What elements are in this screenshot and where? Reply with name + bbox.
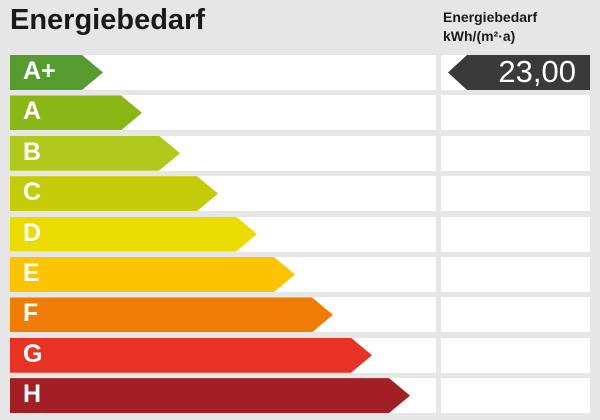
value-text: 23,00 — [498, 54, 576, 89]
row-track-right — [441, 95, 590, 131]
rating-row-g: G — [10, 337, 590, 373]
value-indicator-arrow: 23,00 — [448, 55, 590, 90]
rating-label: B — [23, 137, 42, 166]
rating-arrow-b: B — [10, 136, 180, 171]
rating-label: E — [23, 258, 40, 287]
rating-label: F — [23, 299, 39, 328]
row-track-left: G — [10, 337, 436, 373]
row-track-left: H — [10, 378, 436, 414]
value-column-header-line1: Energiebedarf — [443, 9, 538, 25]
row-track-left: D — [10, 216, 436, 252]
rating-label: A+ — [23, 57, 56, 85]
rating-label: C — [23, 178, 42, 207]
rating-label: D — [23, 218, 42, 247]
row-track-right: 23,00 — [441, 55, 590, 90]
row-track-right — [441, 297, 590, 333]
rating-row-h: H — [10, 378, 590, 414]
row-track-left: A — [10, 95, 436, 131]
row-track-left: B — [10, 135, 436, 171]
rating-row-e: E — [10, 256, 590, 292]
row-track-right — [441, 337, 590, 373]
value-column-header: Energiebedarf kWh/(m²·a) — [443, 8, 537, 46]
row-track-left: C — [10, 176, 436, 212]
row-track-right — [441, 378, 590, 414]
rating-label: H — [23, 380, 42, 409]
rating-arrow-a-plus: A+ — [10, 55, 103, 90]
rating-label: A — [23, 97, 42, 126]
page-title: Energiebedarf — [10, 4, 205, 36]
rating-row-c: C — [10, 176, 590, 212]
row-track-right — [441, 256, 590, 292]
rating-label: G — [23, 339, 43, 368]
rating-arrow-e: E — [10, 257, 295, 292]
rating-arrow-f: F — [10, 297, 333, 332]
row-track-left: A+ — [10, 55, 436, 90]
row-track-right — [441, 135, 590, 171]
row-track-left: E — [10, 256, 436, 292]
rating-row-a-plus: A+ 23,00 — [10, 55, 590, 90]
value-column-header-line2: kWh/(m²·a) — [443, 28, 516, 44]
rating-arrow-h: H — [10, 378, 410, 413]
rating-row-a: A — [10, 95, 590, 131]
rating-arrow-g: G — [10, 338, 372, 373]
rating-row-d: D — [10, 216, 590, 252]
rating-arrow-a: A — [10, 95, 142, 130]
row-track-left: F — [10, 297, 436, 333]
rating-row-f: F — [10, 297, 590, 333]
rating-row-b: B — [10, 135, 590, 171]
rating-arrow-d: D — [10, 217, 257, 252]
rating-arrow-c: C — [10, 176, 218, 211]
row-track-right — [441, 216, 590, 252]
row-track-right — [441, 176, 590, 212]
rating-scale: A+ 23,00 A B C — [10, 55, 590, 414]
